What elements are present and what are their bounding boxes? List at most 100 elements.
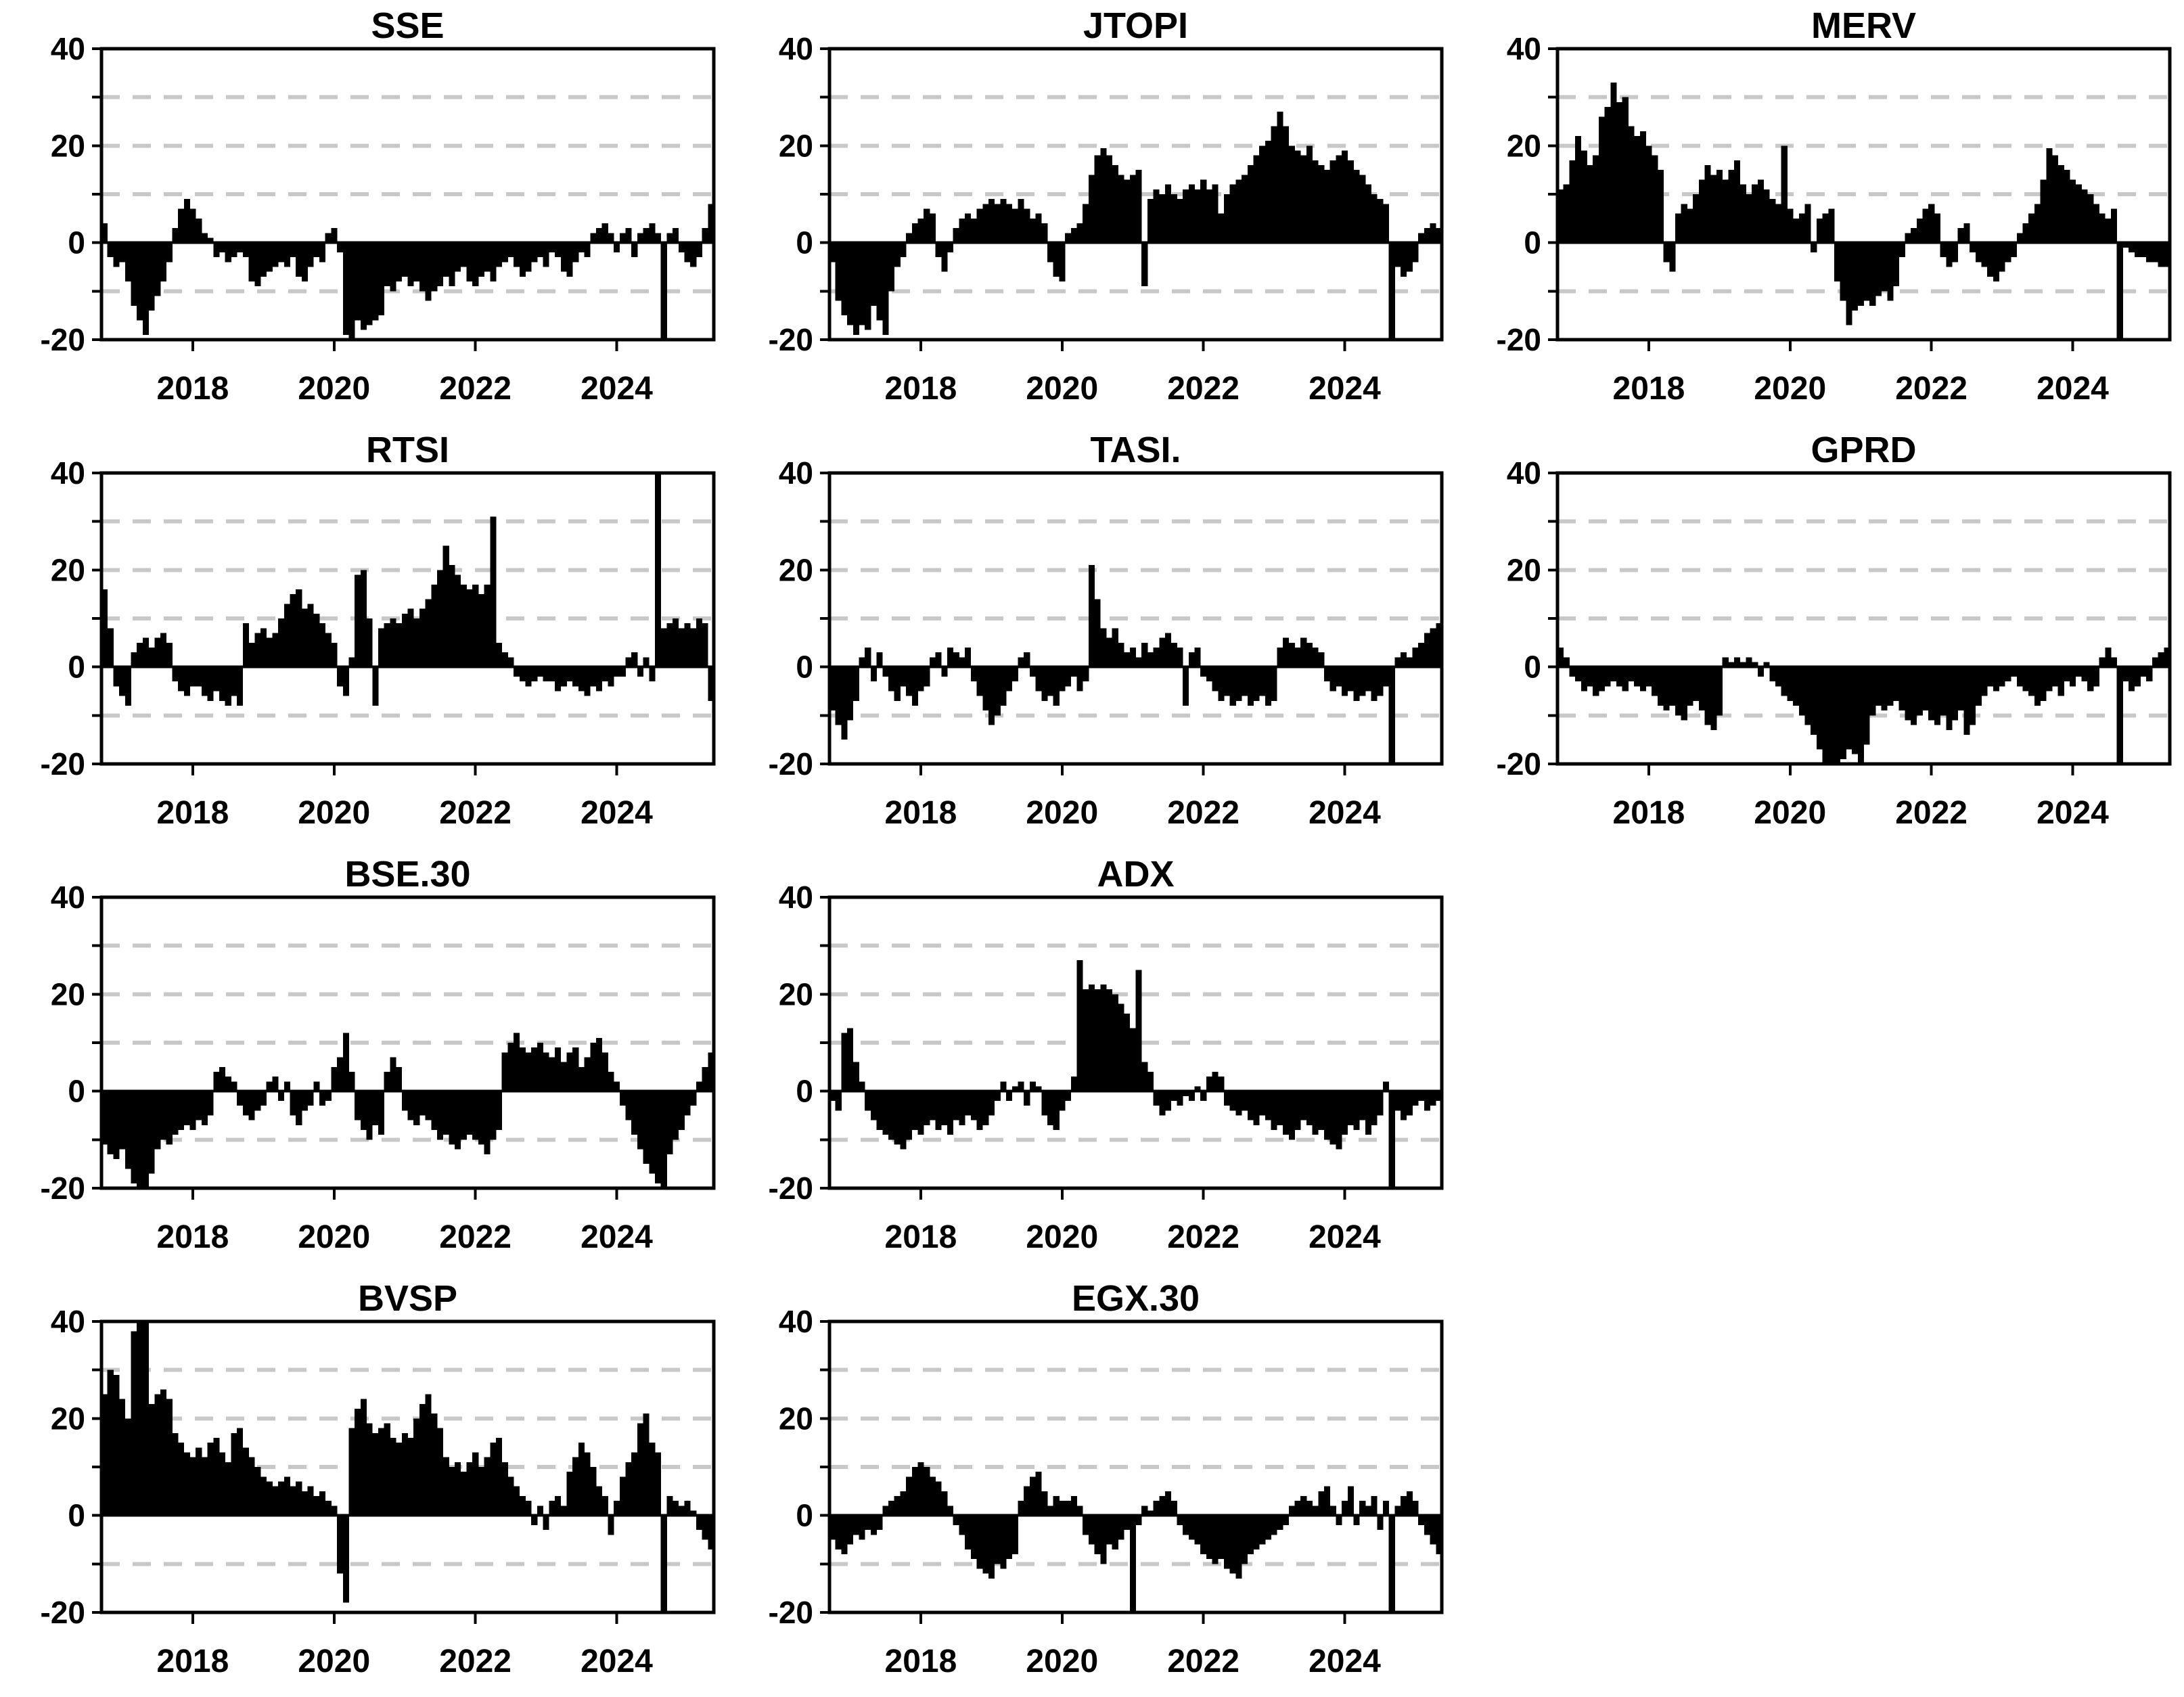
bar — [1652, 666, 1658, 696]
bar — [142, 242, 150, 335]
y-tick-label: 20 — [1507, 128, 1541, 163]
bar — [1436, 1515, 1442, 1554]
bar — [1728, 170, 1735, 243]
bar — [1070, 1077, 1077, 1091]
bar — [348, 657, 355, 667]
bar — [1975, 666, 1982, 706]
bar — [982, 1515, 989, 1574]
bar — [1323, 1486, 1331, 1516]
bar — [1177, 1091, 1183, 1106]
y-tick-label: 0 — [796, 1074, 813, 1109]
bar — [1639, 666, 1646, 692]
bar — [113, 242, 120, 267]
bar — [1065, 1091, 1072, 1101]
bar — [1869, 242, 1876, 306]
bar — [242, 242, 249, 258]
bar — [431, 242, 438, 292]
bar — [1047, 666, 1054, 696]
bar — [1365, 1506, 1371, 1516]
bar — [107, 1370, 114, 1516]
bar — [601, 223, 608, 243]
bar — [1663, 666, 1670, 711]
bar — [1306, 145, 1313, 243]
bar — [142, 1321, 150, 1516]
bar — [673, 618, 679, 667]
bar — [1377, 1515, 1384, 1531]
chart-title: JTOPI — [1083, 5, 1188, 46]
bar — [1394, 1506, 1401, 1516]
bar — [348, 1428, 355, 1516]
bar — [560, 1062, 567, 1091]
bar — [876, 1515, 883, 1531]
bar — [1816, 666, 1823, 750]
bar — [1212, 1515, 1219, 1564]
bar — [154, 1394, 161, 1516]
bar — [1018, 199, 1024, 243]
bar — [1916, 666, 1923, 716]
bar — [2164, 648, 2170, 667]
bar — [1200, 1515, 1207, 1554]
y-tick-label: 0 — [796, 650, 813, 685]
bar — [196, 666, 202, 687]
bar — [1083, 1515, 1089, 1535]
chart-panel-jtopi: JTOPI 40 20 0 -20 2018 2020 2022 2024 — [728, 0, 1456, 424]
bar — [888, 1501, 895, 1516]
bar — [166, 642, 173, 667]
bar — [841, 242, 848, 316]
chart-svg-merv: MERV 40 20 0 -20 2018 2020 2022 2024 — [1497, 5, 2172, 407]
bar — [1704, 165, 1711, 243]
bar — [708, 666, 714, 701]
bar — [301, 1091, 308, 1111]
chart-panel-sse: SSE 40 20 0 -20 2018 2020 2022 2024 — [0, 0, 728, 424]
bar — [911, 1091, 918, 1130]
bar — [865, 648, 871, 667]
bar — [1047, 1506, 1054, 1516]
plot-border — [827, 895, 1444, 1190]
bar — [366, 242, 373, 325]
bar — [242, 1447, 249, 1516]
bar — [1963, 223, 1970, 243]
bar — [1206, 666, 1213, 682]
bar — [460, 1091, 467, 1140]
bar — [1424, 633, 1430, 667]
bar — [1604, 666, 1611, 687]
bar — [666, 233, 673, 243]
bar — [1881, 242, 1888, 292]
chart-svg-bvsp: BVSP 40 20 0 -20 2018 2020 2022 2024 — [41, 1278, 716, 1679]
bar — [401, 1432, 408, 1516]
bar — [419, 1403, 426, 1516]
x-tick-label: 2024 — [581, 1644, 653, 1679]
bar — [1418, 1091, 1425, 1101]
y-tick-label: -20 — [41, 746, 85, 782]
bar — [1188, 1091, 1195, 1101]
bar — [1406, 1491, 1413, 1516]
bar — [248, 242, 255, 281]
y-tick-label: 0 — [1524, 650, 1541, 685]
bar — [1610, 666, 1617, 682]
bar — [372, 1091, 379, 1125]
bar — [1412, 1091, 1419, 1106]
bar — [1147, 1072, 1154, 1091]
bar — [965, 1091, 972, 1116]
bar — [1135, 657, 1142, 667]
bar — [296, 242, 302, 277]
bar — [1265, 1515, 1272, 1540]
bar — [637, 233, 643, 243]
bar — [888, 666, 895, 692]
bar — [1436, 228, 1442, 243]
chart-svg-sse: SSE 40 20 0 -20 2018 2020 2022 2024 — [41, 5, 716, 407]
bar — [1580, 666, 1587, 692]
bar — [419, 1091, 426, 1116]
bar — [148, 1403, 155, 1516]
bar — [449, 242, 455, 287]
bar — [307, 1091, 314, 1106]
bar — [384, 242, 390, 287]
bar — [1035, 213, 1042, 243]
bar — [1011, 1515, 1018, 1554]
bar — [935, 242, 942, 258]
bar — [835, 666, 842, 725]
bar — [501, 242, 508, 263]
bar — [254, 1467, 261, 1516]
plot-border — [99, 471, 716, 766]
bar — [254, 633, 261, 667]
